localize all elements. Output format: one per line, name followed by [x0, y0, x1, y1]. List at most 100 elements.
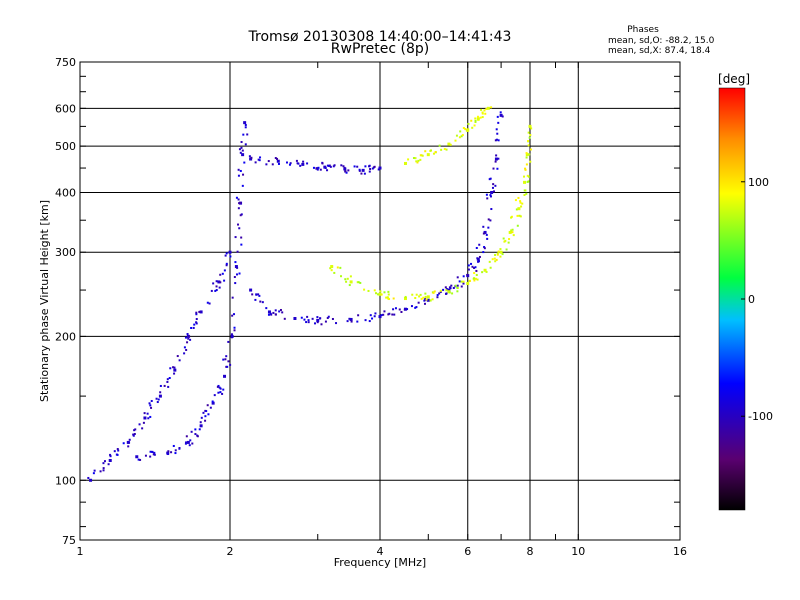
data-point-o — [242, 173, 245, 176]
data-point-o — [368, 170, 371, 173]
data-point-o — [436, 296, 439, 299]
data-point-o — [447, 288, 451, 292]
y-tick-label: 500 — [55, 140, 76, 153]
chart-title: Tromsø 20130308 14:40:00–14:41:43 — [248, 29, 512, 45]
data-point-o — [135, 455, 139, 459]
data-point-o — [316, 321, 319, 324]
data-point-x — [434, 151, 437, 154]
data-point-o — [501, 115, 504, 118]
data-point-o — [326, 317, 329, 320]
data-point-o — [195, 322, 198, 325]
data-point-o — [172, 366, 175, 369]
data-point-o — [211, 400, 214, 403]
data-point-o — [261, 301, 264, 304]
x-tick-label: 8 — [527, 545, 534, 558]
data-point-x — [415, 293, 418, 296]
stats-line-o: mean, sd,O: -88.2, 15.0 — [608, 36, 715, 46]
data-point-o — [188, 335, 191, 338]
data-point-o — [142, 421, 145, 424]
data-point-o — [231, 314, 234, 317]
y-tick-label: 600 — [55, 102, 76, 115]
data-point-o — [391, 313, 394, 316]
data-point-o — [316, 168, 319, 171]
y-axis-label: Stationary phase Virtual Height [km] — [38, 200, 51, 402]
data-point-x — [476, 115, 479, 118]
data-point-o — [217, 391, 220, 394]
data-point-o — [99, 470, 102, 473]
data-point-o — [267, 310, 271, 314]
data-point-o — [126, 440, 130, 444]
data-point-x — [449, 143, 452, 146]
data-point-o — [153, 453, 156, 456]
data-point-o — [215, 280, 218, 283]
data-point-o — [289, 162, 292, 165]
data-point-x — [367, 289, 370, 292]
data-point-x — [426, 153, 430, 157]
data-point-x — [523, 193, 526, 196]
data-point-o — [155, 397, 158, 400]
data-point-o — [240, 236, 243, 239]
data-point-o — [319, 317, 322, 320]
data-point-x — [473, 272, 476, 275]
data-point-o — [499, 111, 502, 114]
data-point-o — [485, 193, 488, 196]
data-point-o — [300, 316, 303, 319]
data-point-o — [406, 308, 409, 311]
data-point-x — [420, 297, 423, 300]
data-point-x — [505, 248, 508, 251]
data-point-o — [267, 313, 270, 316]
data-point-x — [385, 296, 388, 299]
data-point-x — [379, 290, 382, 293]
data-point-o — [347, 169, 350, 172]
data-point-o — [138, 423, 141, 426]
data-point-o — [343, 167, 347, 171]
data-point-o — [233, 329, 236, 332]
data-point-x — [525, 153, 529, 157]
data-point-x — [516, 214, 519, 217]
data-point-x — [499, 248, 502, 251]
data-point-o — [146, 412, 149, 415]
data-point-x — [528, 124, 532, 128]
data-point-o — [243, 161, 246, 164]
data-point-x — [466, 282, 470, 286]
data-point-x — [528, 153, 531, 156]
data-point-o — [281, 311, 284, 314]
data-point-o — [244, 143, 247, 146]
data-point-o — [487, 218, 490, 221]
data-point-o — [149, 450, 152, 453]
data-point-o — [371, 167, 374, 170]
data-point-x — [461, 134, 464, 137]
data-point-o — [178, 359, 181, 362]
data-point-o — [238, 202, 241, 205]
data-point-o — [269, 312, 272, 315]
data-point-o — [257, 158, 260, 161]
data-point-o — [217, 280, 221, 284]
data-point-o — [240, 146, 243, 149]
data-point-o — [243, 121, 247, 125]
data-point-x — [521, 202, 524, 205]
data-point-x — [344, 278, 347, 281]
data-point-o — [191, 442, 194, 445]
data-point-o — [475, 269, 478, 272]
data-point-o — [152, 453, 155, 456]
data-point-o — [134, 428, 137, 431]
data-point-o — [494, 139, 497, 142]
data-point-x — [429, 299, 432, 302]
data-point-o — [169, 367, 172, 370]
data-point-o — [132, 434, 135, 437]
data-point-o — [486, 237, 489, 240]
data-point-o — [158, 394, 162, 398]
data-point-o — [482, 225, 485, 228]
data-point-x — [403, 297, 407, 301]
data-point-o — [176, 355, 179, 358]
data-point-o — [495, 154, 498, 157]
data-point-o — [452, 287, 455, 290]
x-axis-label: Frequency [MHz] — [334, 556, 426, 569]
data-point-o — [195, 318, 198, 321]
data-point-x — [456, 290, 459, 293]
data-point-o — [311, 317, 314, 320]
data-point-o — [199, 421, 202, 424]
data-point-o — [485, 233, 488, 236]
data-point-o — [225, 262, 228, 265]
